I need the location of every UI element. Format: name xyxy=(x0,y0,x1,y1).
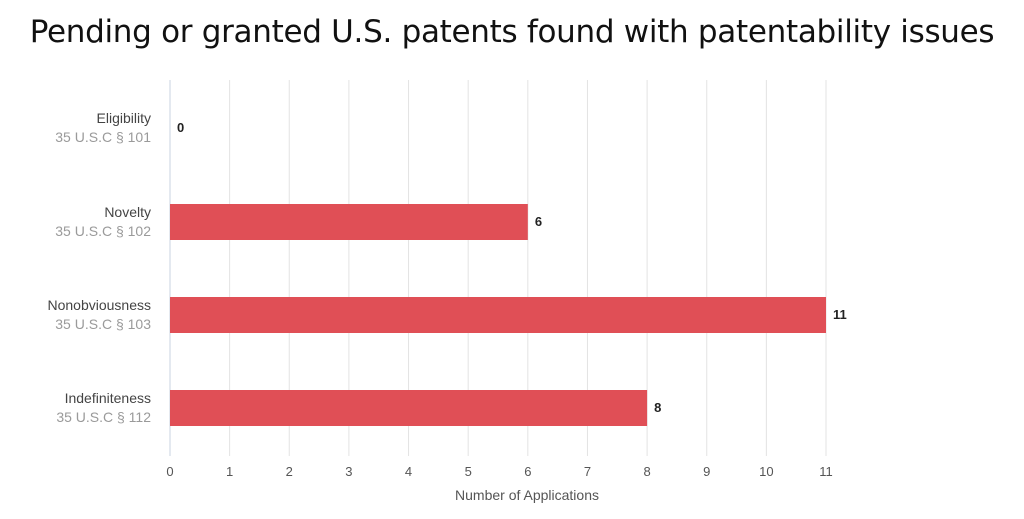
data-label: 0 xyxy=(177,120,184,135)
category-label: Nonobviousness xyxy=(47,297,151,313)
x-tick-labels: 0 1 2 3 4 5 6 7 8 9 10 11 xyxy=(166,464,832,479)
category-label: Indefiniteness xyxy=(65,390,151,406)
x-tick-label: 8 xyxy=(643,464,650,479)
x-tick-label: 5 xyxy=(465,464,472,479)
data-label: 11 xyxy=(833,307,847,322)
category-statute-label: 35 U.S.C § 103 xyxy=(55,316,151,332)
chart-title: Pending or granted U.S. patents found wi… xyxy=(29,14,995,50)
x-tick-label: 4 xyxy=(405,464,412,479)
x-tick-label: 3 xyxy=(345,464,352,479)
category-statute-label: 35 U.S.C § 112 xyxy=(56,409,151,425)
x-tick-label: 7 xyxy=(584,464,591,479)
x-tick-label: 0 xyxy=(166,464,173,479)
x-tick-label: 1 xyxy=(226,464,233,479)
category-statute-label: 35 U.S.C § 102 xyxy=(55,223,151,239)
category-label: Novelty xyxy=(104,204,151,220)
category-label: Eligibility xyxy=(97,110,151,126)
x-tick-label: 10 xyxy=(759,464,773,479)
data-label: 8 xyxy=(654,400,661,415)
category-labels: Eligibility 35 U.S.C § 101 Novelty 35 U.S.C… xyxy=(47,110,151,425)
category-statute-label: 35 U.S.C § 101 xyxy=(55,129,151,145)
x-tick-label: 6 xyxy=(524,464,531,479)
x-tick-label: 2 xyxy=(286,464,293,479)
bars xyxy=(170,204,826,426)
value-labels: 0 6 11 8 xyxy=(177,120,847,415)
data-label: 6 xyxy=(535,214,542,229)
bar xyxy=(170,390,648,426)
grid-lines xyxy=(169,80,827,456)
x-tick-label: 9 xyxy=(703,464,710,479)
bar xyxy=(170,204,528,240)
x-tick-label: 11 xyxy=(819,464,833,479)
x-axis-label: Number of Applications xyxy=(455,487,599,503)
bar xyxy=(170,297,826,333)
